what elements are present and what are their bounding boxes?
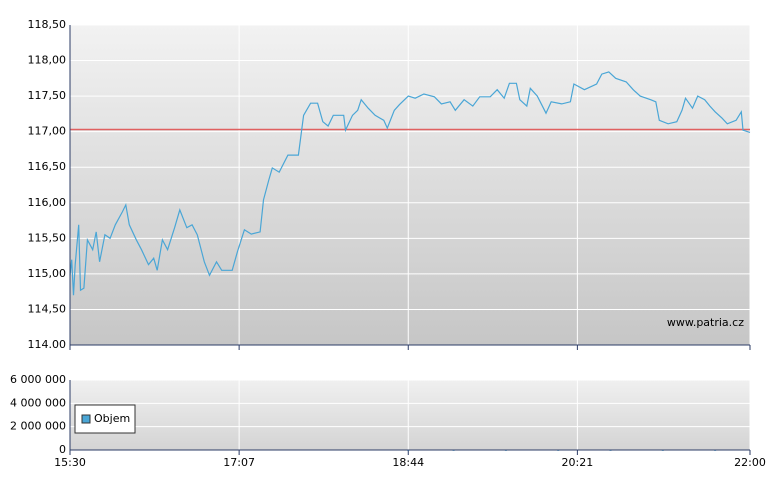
y-tick-label: 116,50	[28, 160, 67, 173]
volume-plot-area	[70, 380, 750, 450]
y-tick-label: 0	[59, 443, 66, 456]
y-tick-label: 114.00	[28, 338, 67, 351]
y-tick-label: 114,50	[28, 302, 67, 315]
price-line	[69, 71, 751, 296]
marks: 114.00 114,50 115,00 115,50 116,00 116,50 117,…	[10, 18, 766, 469]
x-tick-label: 20:21	[562, 456, 594, 469]
legend-label: Objem	[94, 412, 130, 425]
x-tick-label: 15:30	[54, 456, 86, 469]
y-tick-label: 117,50	[28, 89, 67, 102]
y-tick-label: 4 000 000	[10, 396, 66, 409]
price-plot-area	[70, 25, 750, 345]
y-tick-label: 118,50	[28, 18, 67, 31]
y-tick-label: 2 000 000	[10, 420, 66, 433]
x-tick-label: 17:07	[223, 456, 255, 469]
y-tick-label: 118,00	[28, 54, 67, 67]
y-tick-label: 115,50	[28, 231, 67, 244]
y-tick-label: 6 000 000	[10, 373, 66, 386]
y-tick-label: 115,00	[28, 267, 67, 280]
y-tick-label: 117,00	[28, 125, 67, 138]
y-tick-label: 116,00	[28, 196, 67, 209]
x-tick-label: 18:44	[392, 456, 424, 469]
x-tick-label: 22:00	[734, 456, 766, 469]
legend-swatch	[81, 414, 91, 424]
watermark: www.patria.cz	[667, 316, 744, 329]
